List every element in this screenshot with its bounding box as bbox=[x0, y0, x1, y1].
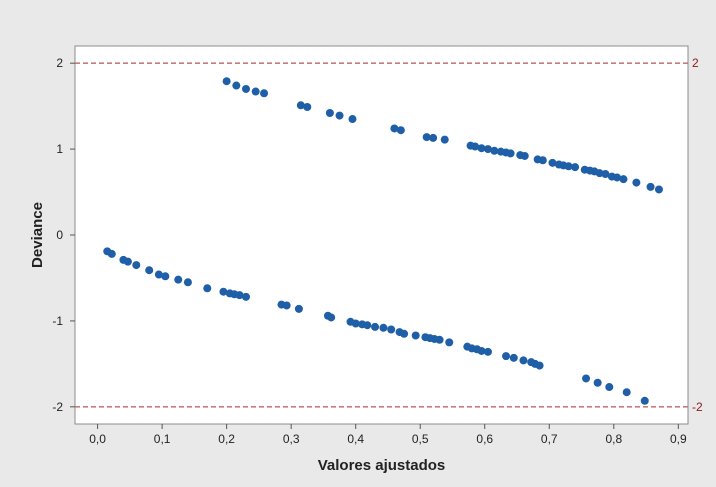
axes: 0,0 0,1 0,2 0,3 0,4 0,5 0,6 0,7 0,8 0,9 -2 -1 0 1 2 bbox=[52, 45, 689, 446]
data-point bbox=[477, 346, 486, 355]
data-point bbox=[429, 133, 438, 142]
y-tick-label: -2 bbox=[52, 400, 63, 414]
data-point bbox=[605, 383, 614, 392]
data-point bbox=[174, 275, 183, 284]
data-point bbox=[506, 149, 515, 158]
data-point bbox=[241, 84, 250, 93]
data-point bbox=[509, 353, 518, 362]
reference-lines: 2 -2 bbox=[75, 56, 703, 414]
data-point bbox=[471, 142, 480, 151]
y-axis-title: Deviance bbox=[29, 202, 46, 268]
data-point bbox=[435, 335, 444, 344]
data-points bbox=[103, 77, 663, 405]
data-point bbox=[294, 304, 303, 313]
data-point bbox=[593, 378, 602, 387]
data-point bbox=[622, 388, 631, 397]
data-point bbox=[154, 270, 163, 279]
data-point bbox=[325, 109, 334, 118]
data-point bbox=[107, 249, 116, 258]
data-point bbox=[219, 287, 228, 296]
data-point bbox=[251, 87, 260, 96]
data-point bbox=[502, 352, 511, 361]
data-point bbox=[351, 319, 360, 328]
x-tick-label: 0,0 bbox=[89, 432, 106, 446]
data-point bbox=[519, 356, 528, 365]
data-point bbox=[483, 145, 492, 154]
data-point bbox=[348, 115, 357, 124]
data-point bbox=[490, 146, 499, 155]
data-point bbox=[145, 266, 154, 275]
x-tick-label: 0,9 bbox=[670, 432, 687, 446]
data-point bbox=[327, 313, 336, 322]
x-tick-label: 0,8 bbox=[605, 432, 622, 446]
data-point bbox=[477, 144, 486, 153]
data-point bbox=[387, 325, 396, 334]
data-point bbox=[422, 133, 431, 142]
x-tick-label: 0,5 bbox=[412, 432, 429, 446]
data-point bbox=[400, 329, 409, 338]
data-point bbox=[282, 301, 291, 310]
data-point bbox=[241, 292, 250, 301]
data-point bbox=[646, 182, 655, 191]
data-point bbox=[296, 101, 305, 110]
data-point bbox=[548, 158, 557, 167]
y-tick-label: 2 bbox=[56, 56, 63, 70]
data-point bbox=[613, 173, 622, 182]
data-point bbox=[379, 323, 388, 332]
data-point bbox=[183, 278, 192, 287]
data-point bbox=[601, 170, 610, 179]
data-point bbox=[390, 124, 399, 133]
data-point bbox=[203, 284, 212, 293]
data-point bbox=[564, 162, 573, 171]
data-point bbox=[411, 331, 420, 340]
data-point bbox=[571, 163, 580, 172]
data-point bbox=[440, 135, 449, 144]
data-point bbox=[260, 89, 269, 98]
data-point bbox=[582, 374, 591, 383]
y-tick-label: 0 bbox=[56, 228, 63, 242]
data-point bbox=[396, 126, 405, 135]
x-tick-label: 0,7 bbox=[541, 432, 558, 446]
x-tick-label: 0,4 bbox=[347, 432, 364, 446]
data-point bbox=[363, 321, 372, 330]
data-point bbox=[303, 102, 312, 111]
data-point bbox=[535, 361, 544, 370]
data-point bbox=[520, 151, 529, 160]
reference-line-label: -2 bbox=[692, 400, 703, 414]
x-tick-label: 0,2 bbox=[218, 432, 235, 446]
y-tick-label: 1 bbox=[56, 142, 63, 156]
data-point bbox=[161, 272, 170, 281]
data-point bbox=[640, 396, 649, 405]
data-point bbox=[232, 81, 241, 90]
data-point bbox=[123, 257, 132, 266]
data-point bbox=[235, 291, 244, 300]
data-point bbox=[538, 156, 547, 165]
data-point bbox=[371, 322, 380, 331]
data-point bbox=[632, 178, 641, 187]
y-tick-label: -1 bbox=[52, 314, 63, 328]
reference-line-label: 2 bbox=[692, 56, 699, 70]
plot-area bbox=[75, 46, 688, 424]
data-point bbox=[619, 175, 628, 184]
x-tick-label: 0,1 bbox=[154, 432, 171, 446]
x-tick-label: 0,6 bbox=[476, 432, 493, 446]
data-point bbox=[654, 185, 663, 194]
x-tick-label: 0,3 bbox=[283, 432, 300, 446]
data-point bbox=[445, 338, 454, 347]
data-point bbox=[222, 77, 231, 86]
x-axis-title: Valores ajustados bbox=[318, 457, 446, 474]
data-point bbox=[132, 261, 141, 270]
data-point bbox=[335, 111, 344, 120]
data-point bbox=[483, 347, 492, 356]
